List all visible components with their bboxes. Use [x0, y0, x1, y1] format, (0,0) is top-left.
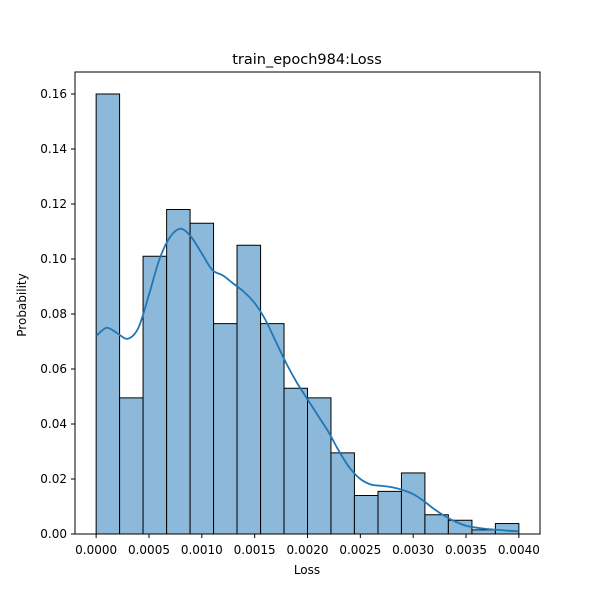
histogram-bar [471, 529, 496, 535]
x-axis: 0.0000 0.0005 0.0010 0.0015 0.0020 0.0025 0.00… [75, 534, 540, 557]
y-axis-label: Probability [15, 273, 29, 336]
histogram-bar [213, 323, 238, 535]
histogram-bar [166, 209, 191, 535]
kde-curve [95, 227, 519, 533]
y-tick-label: 0.00 [40, 527, 67, 541]
x-tick-label: 0.0015 [234, 543, 276, 557]
y-tick-label: 0.14 [40, 142, 67, 156]
x-tick-label: 0.0025 [339, 543, 381, 557]
y-tick-label: 0.16 [40, 87, 67, 101]
histogram-bar [260, 323, 285, 535]
histogram-bars [95, 93, 520, 535]
x-tick-label: 0.0000 [75, 543, 117, 557]
x-tick-label: 0.0030 [392, 543, 434, 557]
histogram-bar [377, 490, 402, 535]
histogram-bar [353, 495, 379, 535]
chart-title: train_epoch984:Loss [232, 52, 382, 68]
y-tick-label: 0.02 [40, 472, 67, 486]
x-tick-label: 0.0010 [181, 543, 223, 557]
histogram-bar [400, 472, 426, 535]
y-tick-label: 0.06 [40, 362, 67, 376]
histogram-bar [189, 222, 215, 535]
histogram-bar [330, 452, 355, 535]
y-tick-label: 0.08 [40, 307, 67, 321]
x-axis-label: Loss [294, 563, 320, 577]
x-tick-label: 0.0020 [287, 543, 329, 557]
histogram-bar [424, 514, 449, 535]
x-tick-label: 0.0040 [498, 543, 540, 557]
y-tick-label: 0.04 [40, 417, 67, 431]
histogram-bar [283, 387, 308, 535]
histogram-bar [494, 523, 520, 535]
x-tick-label: 0.0005 [128, 543, 170, 557]
y-tick-label: 0.12 [40, 197, 67, 211]
histogram-bar [95, 93, 121, 535]
y-tick-label: 0.10 [40, 252, 67, 266]
x-tick-label: 0.0035 [445, 543, 487, 557]
histogram-bar [142, 255, 168, 535]
histogram-bar [119, 397, 144, 535]
y-axis: 0.00 0.02 0.04 0.06 0.08 0.10 0.12 0.14 0.16 [40, 87, 75, 541]
